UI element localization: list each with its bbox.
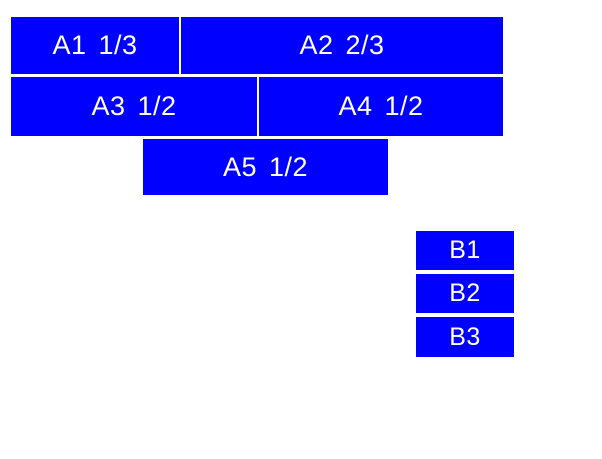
box-a2: A2 2/3 <box>181 17 503 74</box>
box-b2: B2 <box>416 274 514 313</box>
box-a4: A4 1/2 <box>259 77 503 136</box>
box-a5: A5 1/2 <box>143 139 388 195</box>
box-a1: A1 1/3 <box>11 17 179 74</box>
box-b1: B1 <box>416 231 514 270</box>
box-a3: A3 1/2 <box>11 77 257 136</box>
box-b3: B3 <box>416 317 514 357</box>
